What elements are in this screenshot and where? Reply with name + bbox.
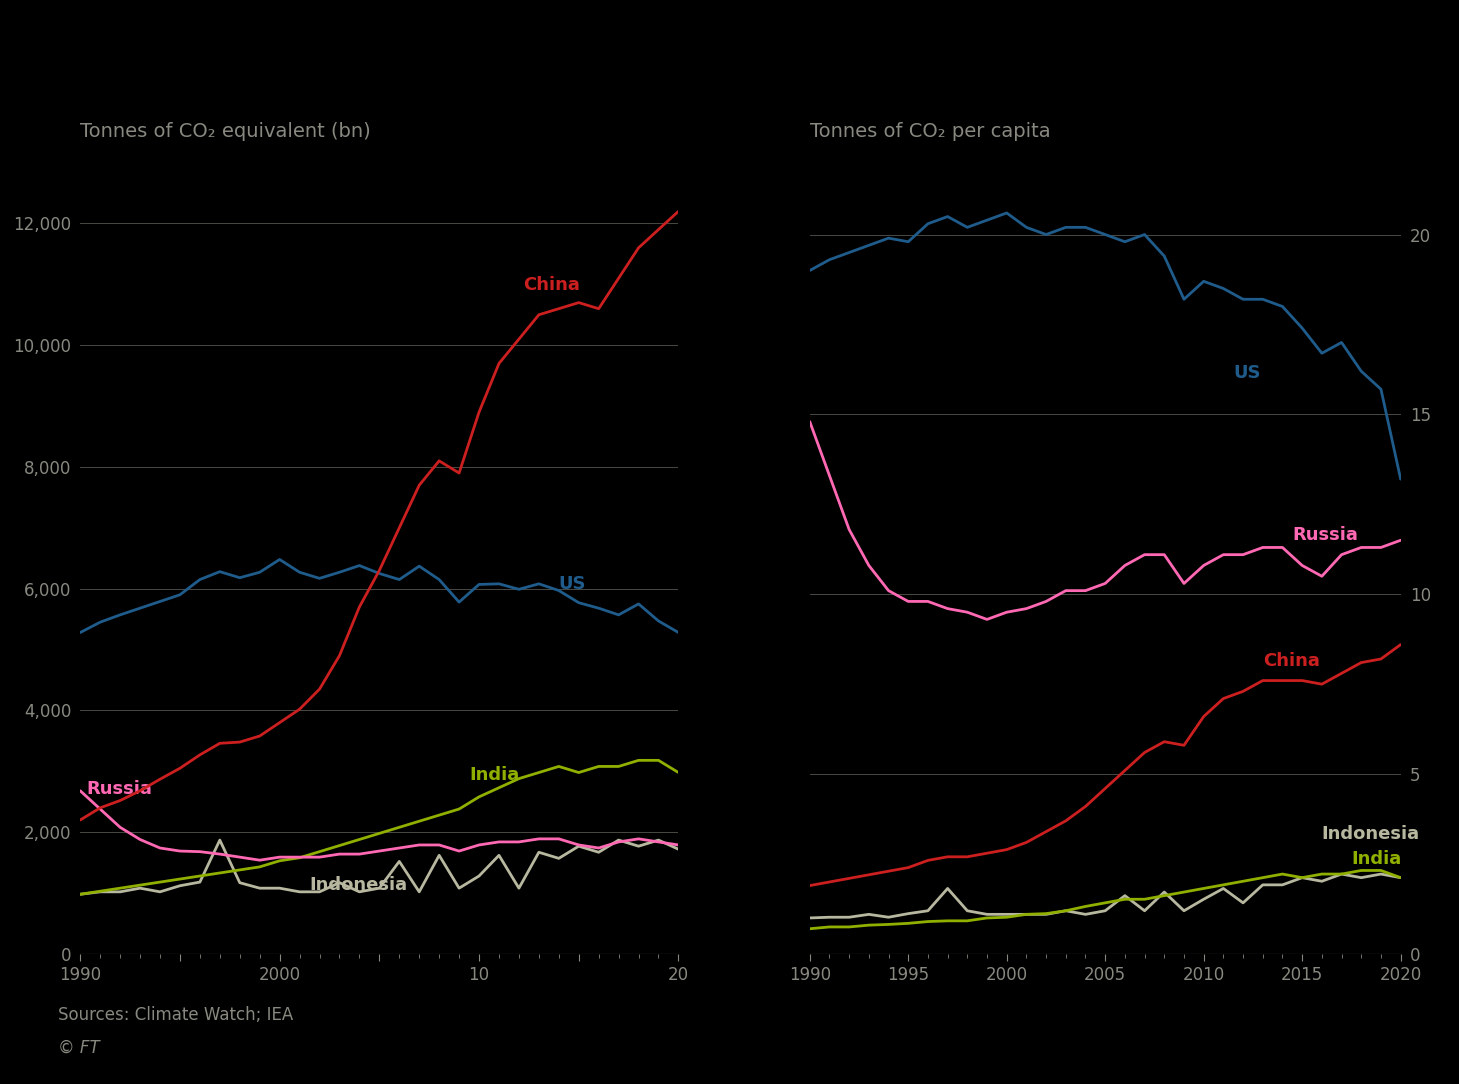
Text: Indonesia: Indonesia [309, 876, 407, 894]
Text: Russia: Russia [1293, 526, 1358, 544]
Text: Sources: Climate Watch; IEA: Sources: Climate Watch; IEA [58, 1006, 293, 1024]
Text: India: India [1351, 850, 1402, 868]
Text: Tonnes of CO₂ per capita: Tonnes of CO₂ per capita [810, 121, 1050, 141]
Text: Indonesia: Indonesia [1322, 825, 1420, 843]
Text: India: India [470, 766, 519, 785]
Text: © FT: © FT [58, 1038, 101, 1057]
Text: Tonnes of CO₂ equivalent (bn): Tonnes of CO₂ equivalent (bn) [80, 121, 371, 141]
Text: China: China [1263, 653, 1319, 670]
Text: US: US [1233, 364, 1261, 383]
Text: Russia: Russia [86, 779, 152, 798]
Text: China: China [522, 276, 579, 295]
Text: US: US [559, 575, 587, 593]
